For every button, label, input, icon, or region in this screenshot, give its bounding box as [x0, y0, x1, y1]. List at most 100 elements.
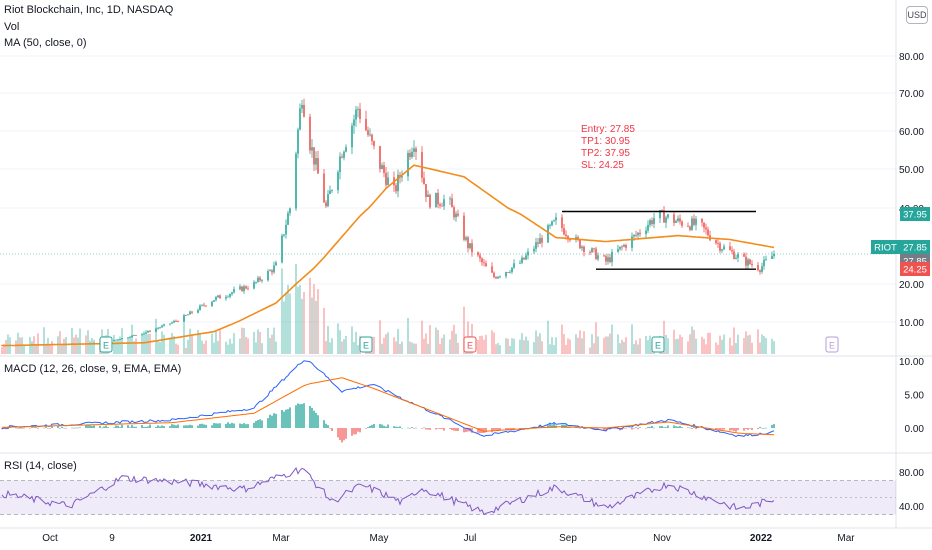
candle-body — [561, 217, 563, 229]
volume-bar — [701, 336, 703, 354]
volume-bar — [113, 335, 115, 354]
macd-histogram-bar — [751, 428, 753, 430]
candle-body — [581, 246, 583, 249]
macd-histogram-bar — [673, 425, 675, 428]
candle-body — [269, 270, 271, 272]
candle-body — [637, 232, 639, 236]
macd-histogram-bar — [421, 428, 423, 429]
volume-bar — [31, 341, 33, 354]
candle-body — [665, 217, 667, 223]
macd-histogram-bar — [547, 425, 549, 428]
candle-body — [189, 311, 191, 315]
volume-bar — [327, 326, 329, 354]
earnings-marker[interactable]: E — [99, 336, 113, 353]
volume-bar — [631, 324, 633, 354]
candle-body — [387, 177, 389, 185]
volume-bar — [569, 339, 571, 354]
volume-bar — [201, 340, 203, 354]
candle-body — [605, 256, 607, 262]
earnings-marker[interactable]: E — [651, 336, 665, 353]
candle-body — [143, 333, 145, 335]
candle-body — [773, 254, 775, 256]
volume-bar — [299, 285, 301, 354]
macd-histogram-bar — [763, 427, 765, 429]
volume-bar — [495, 344, 497, 354]
volume-bar — [771, 338, 773, 354]
rsi-line — [1, 467, 775, 516]
macd-histogram-bar — [75, 427, 77, 429]
volume-bar — [401, 341, 403, 354]
price-badge-value: 37.95 — [903, 210, 927, 221]
volume-bar — [397, 328, 399, 354]
rsi-legend[interactable]: RSI (14, close) — [4, 460, 77, 472]
macd-legend[interactable]: MACD (12, 26, close, 9, EMA, EMA) — [4, 363, 182, 375]
macd-histogram-bar — [621, 428, 623, 430]
volume-bar — [355, 331, 357, 354]
macd-histogram-bar — [177, 424, 179, 428]
earnings-marker[interactable]: E — [359, 336, 373, 353]
earnings-marker[interactable]: E — [463, 336, 477, 353]
candle-body — [763, 259, 765, 267]
candle-body — [749, 259, 751, 264]
volume-bar — [273, 327, 275, 354]
macd-pane — [1, 360, 775, 443]
volume-bar — [689, 334, 691, 354]
volume-bar — [715, 342, 717, 354]
volume-bar — [357, 345, 359, 354]
macd-histogram-bar — [133, 426, 135, 428]
vol-legend[interactable]: Vol — [4, 21, 20, 33]
volume-bar — [737, 334, 739, 354]
symbol-title[interactable]: Riot Blockchain, Inc, 1D, NASDAQ — [4, 4, 174, 16]
volume-bar — [423, 338, 425, 354]
macd-histogram-bar — [379, 423, 381, 428]
candle-body — [663, 210, 665, 223]
volume-bar — [171, 332, 173, 354]
range-lines[interactable] — [562, 210, 756, 270]
earnings-marker[interactable]: E — [825, 336, 839, 353]
volume-bar — [411, 342, 413, 354]
candle-body — [413, 148, 415, 152]
candle-body — [467, 237, 469, 249]
volume-bar — [695, 338, 697, 354]
volume-bar — [23, 345, 25, 354]
volume-bar — [763, 336, 765, 354]
volume-bar — [633, 344, 635, 354]
volume-bar — [449, 339, 451, 354]
candle-body — [201, 304, 203, 306]
volume-bar — [443, 334, 445, 354]
candle-body — [427, 194, 429, 197]
volume-bar — [17, 332, 19, 354]
candle-body — [649, 220, 651, 225]
candle-body — [693, 218, 695, 225]
macd-histogram-bar — [287, 409, 289, 428]
macd-histogram-bar — [285, 409, 287, 428]
volume-bar — [117, 338, 119, 354]
macd-histogram-bar — [765, 427, 767, 429]
macd-histogram-bar — [85, 425, 87, 428]
macd-histogram-bar — [135, 426, 137, 428]
price-badge-value: 27.85 — [903, 243, 927, 254]
rsi-tick-label: 40.00 — [899, 502, 924, 513]
volume-bar — [481, 335, 483, 354]
volume-bar — [247, 338, 249, 354]
volume-bar — [491, 330, 493, 354]
macd-histogram-bar — [553, 423, 555, 428]
candle-body — [681, 221, 683, 226]
macd-histogram-bar — [329, 428, 331, 429]
macd-histogram-bar — [353, 428, 355, 435]
volume-bar — [649, 335, 651, 354]
candle-body — [717, 243, 719, 244]
volume-bar — [161, 331, 163, 354]
candle-body — [505, 272, 507, 277]
volume-bar — [129, 336, 131, 354]
ma-legend[interactable]: MA (50, close, 0) — [4, 37, 87, 49]
macd-histogram-bar — [371, 424, 373, 428]
volume-bar — [177, 344, 179, 354]
macd-histogram-bar — [79, 427, 81, 428]
volume-bar — [439, 344, 441, 354]
currency-button[interactable]: USD — [906, 6, 928, 24]
volume-bar — [399, 343, 401, 354]
macd-histogram-bar — [603, 428, 605, 431]
